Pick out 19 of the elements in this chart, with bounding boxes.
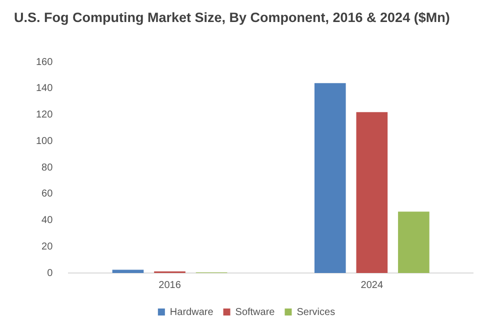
y-tick-label: 160: [36, 56, 54, 68]
y-tick-label: 140: [36, 83, 54, 94]
legend-label: Hardware: [170, 306, 214, 318]
bar: [356, 112, 388, 273]
bar: [314, 83, 346, 273]
y-tick-label: 100: [36, 136, 54, 147]
y-tick-label: 0: [47, 268, 54, 279]
x-tick-label: 2024: [360, 280, 384, 291]
x-tick-label: 2016: [158, 280, 182, 291]
y-tick-label: 40: [42, 215, 54, 226]
y-tick-label: 80: [42, 162, 54, 174]
bar: [398, 212, 430, 273]
legend-label: Services: [296, 306, 336, 318]
y-tick-label: 120: [36, 110, 54, 120]
y-tick-label: 20: [42, 241, 54, 252]
legend-label: Software: [235, 306, 276, 318]
chart-title: U.S. Fog Computing Market Size, By Component, 2016 & 2024 ($Mn): [14, 10, 450, 25]
bar: [112, 270, 144, 273]
y-tick-label: 60: [42, 188, 54, 200]
